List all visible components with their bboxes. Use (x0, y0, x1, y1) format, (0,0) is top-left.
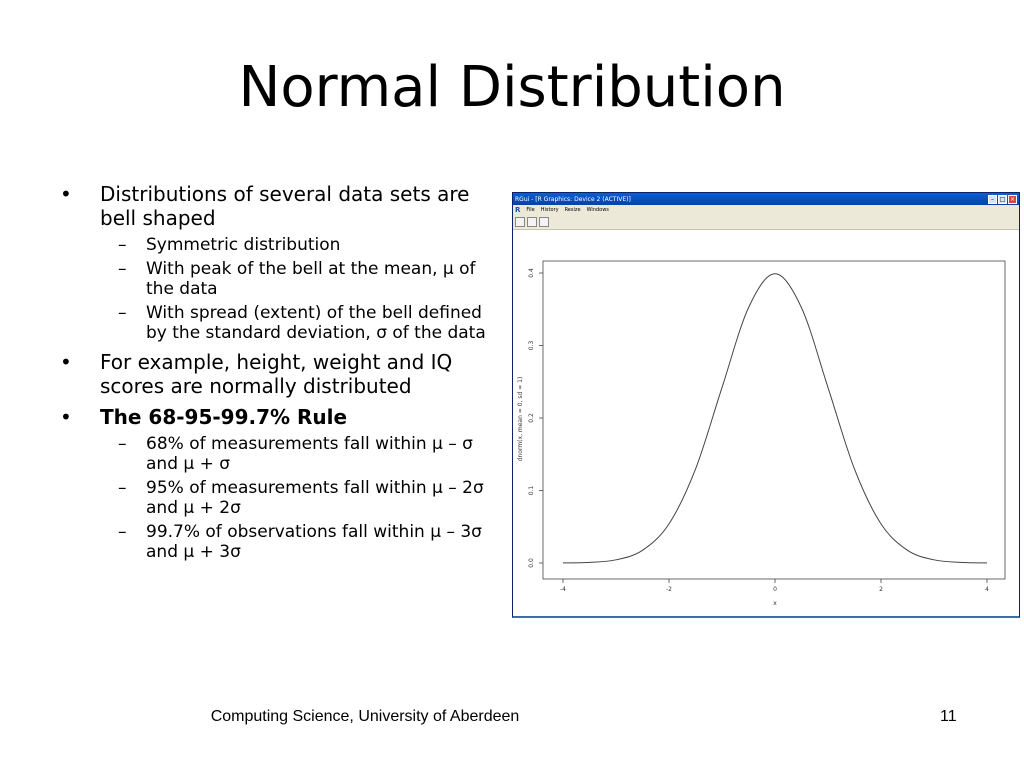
menu-bar: R File History Resize Windows (513, 205, 1019, 215)
sub-bullet-list: –68% of measurements fall within μ – σ a… (100, 434, 500, 562)
menu-item-file[interactable]: File (526, 207, 535, 213)
r-graphics-window: RGui - [R Graphics: Device 2 (ACTIVE)] –… (512, 192, 1020, 618)
bullet-item: • The 68-95-99.7% Rule –68% of measurement… (60, 405, 500, 562)
menu-item-resize[interactable]: Resize (564, 207, 581, 213)
menu-item-windows[interactable]: Windows (586, 207, 609, 213)
dash-marker: – (118, 434, 127, 454)
sub-bullet-text: 95% of measurements fall within μ – 2σ a… (146, 478, 484, 518)
sub-bullet-text: With peak of the bell at the mean, μ of … (146, 259, 476, 299)
x-tick-label: -4 (560, 586, 566, 593)
bullet-marker: • (60, 182, 72, 206)
dash-marker: – (118, 478, 127, 498)
footer-affiliation: Computing Science, University of Aberdee… (210, 708, 520, 725)
sub-bullet-item: –95% of measurements fall within μ – 2σ … (100, 478, 500, 518)
dash-marker: – (118, 522, 127, 542)
sub-bullet-item: –68% of measurements fall within μ – σ a… (100, 434, 500, 474)
sub-bullet-text: 99.7% of observations fall within μ – 3σ… (146, 522, 482, 562)
bullet-marker: • (60, 405, 72, 429)
density-plot: -4 -2 0 2 4 0.0 0.1 0.2 0.3 0.4 x dnorm(x, mean = 0… (517, 260, 1006, 607)
x-tick-label: 4 (985, 586, 989, 593)
bullet-text: Distributions of several data sets are b… (100, 182, 470, 230)
sub-bullet-item: –99.7% of observations fall within μ – 3… (100, 522, 500, 562)
y-axis-label: dnorm(x, mean = 0, sd = 1) (517, 377, 524, 462)
y-tick-label: 0.3 (528, 341, 535, 351)
dash-marker: – (118, 259, 127, 279)
menu-item-history[interactable]: History (540, 207, 559, 213)
r-logo-icon: R (515, 206, 521, 214)
window-title: RGui - [R Graphics: Device 2 (ACTIVE)] (515, 195, 631, 203)
x-tick-label: 2 (879, 586, 883, 593)
y-tick-label: 0.0 (528, 558, 535, 568)
bullet-text: The 68-95-99.7% Rule (100, 405, 348, 429)
page-number: 11 (940, 708, 957, 725)
dash-marker: – (118, 235, 127, 255)
slide-title: Normal Distribution (238, 55, 786, 120)
sub-bullet-item: – With peak of the bell at the mean, μ of… (100, 259, 500, 299)
y-tick-label: 0.4 (528, 268, 535, 278)
bullet-text: For example, height, weight and IQ score… (100, 350, 453, 398)
bullet-item: • Distributions of several data sets are … (60, 182, 500, 343)
x-axis-label: x (773, 600, 777, 607)
sub-bullet-text: 68% of measurements fall within μ – σ an… (146, 434, 473, 474)
close-button[interactable]: × (1008, 194, 1017, 204)
print-icon[interactable] (527, 217, 537, 227)
y-tick-label: 0.2 (528, 413, 535, 423)
bullet-item: • For example, height, weight and IQ scor… (60, 350, 500, 398)
window-titlebar[interactable]: RGui - [R Graphics: Device 2 (ACTIVE)] –… (513, 193, 1019, 205)
x-tick-label: 0 (773, 586, 777, 593)
toolbar (513, 215, 1019, 230)
sub-bullet-item: – With spread (extent) of the bell define… (100, 303, 500, 343)
density-curve (562, 273, 988, 564)
minimize-button[interactable]: – (988, 194, 997, 204)
bullet-list: • Distributions of several data sets are … (60, 182, 500, 569)
copy-icon[interactable] (515, 217, 525, 227)
sub-bullet-list: – Symmetric distribution – With peak of the… (100, 235, 500, 343)
bullet-marker: • (60, 350, 72, 374)
maximize-button[interactable]: □ (998, 194, 1007, 204)
plot-frame (542, 260, 1006, 580)
save-icon[interactable] (539, 217, 549, 227)
y-tick-label: 0.1 (528, 486, 535, 496)
x-tick-label: -2 (666, 586, 672, 593)
sub-bullet-item: – Symmetric distribution (100, 235, 500, 255)
dash-marker: – (118, 303, 127, 323)
sub-bullet-text: Symmetric distribution (146, 235, 341, 255)
sub-bullet-text: With spread (extent) of the bell defined… (146, 303, 486, 343)
